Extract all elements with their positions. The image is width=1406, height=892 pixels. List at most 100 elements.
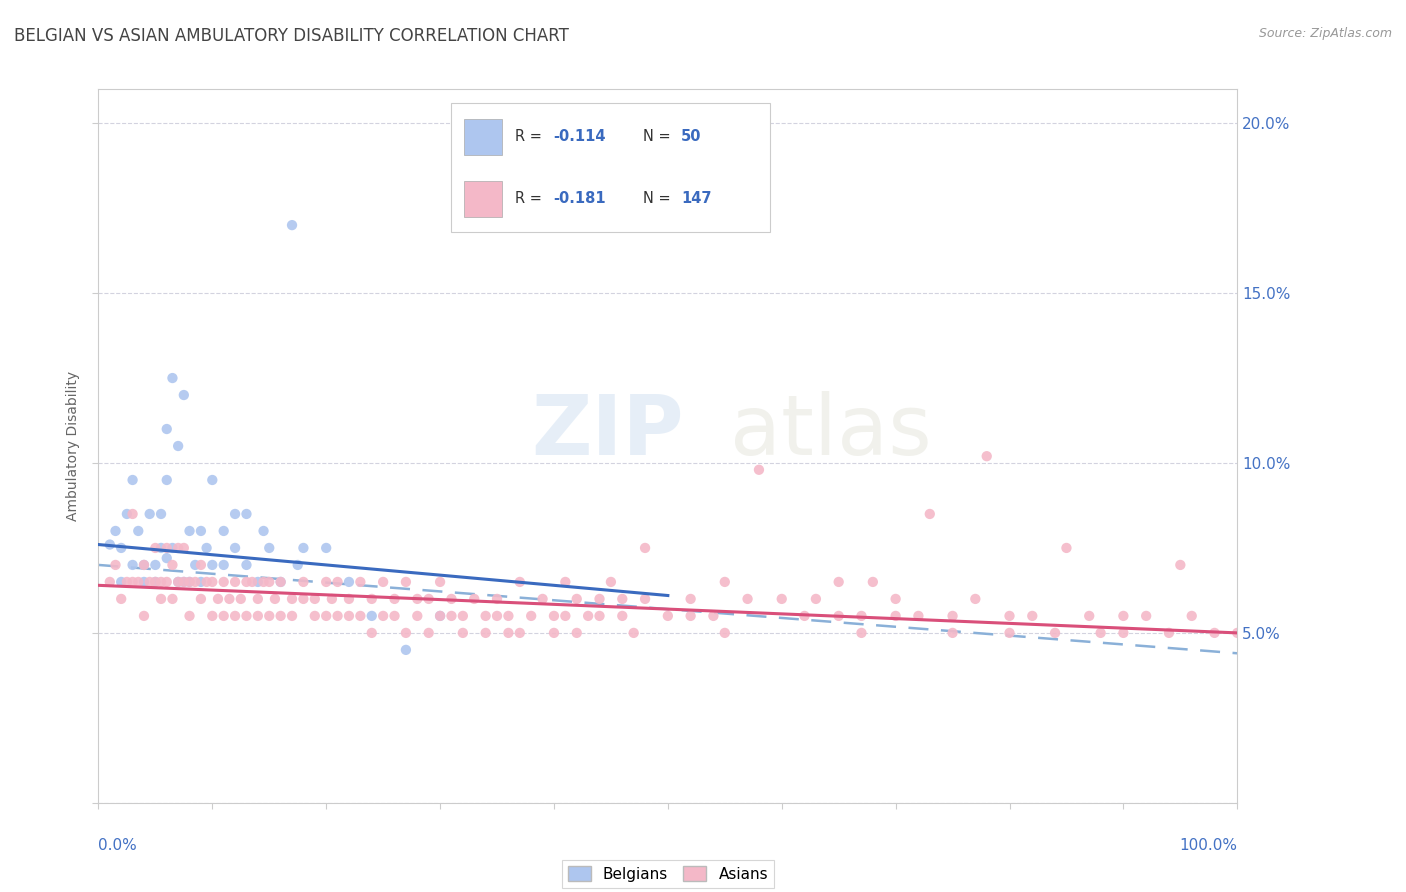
Point [509,574,531,589]
Point [167,574,190,589]
Point [121,473,143,487]
Text: Source: ZipAtlas.com: Source: ZipAtlas.com [1258,27,1392,40]
Point [224,541,246,555]
Point [195,541,218,555]
Point [252,524,274,538]
Point [110,574,132,589]
Point [218,591,240,606]
Point [292,591,315,606]
Point [599,574,621,589]
Point [173,574,195,589]
Point [270,574,292,589]
Point [246,574,269,589]
Point [371,608,394,623]
Point [212,574,235,589]
Text: atlas: atlas [731,392,932,472]
Point [156,541,179,555]
Point [1054,541,1077,555]
Point [145,574,166,589]
Point [565,626,588,640]
Point [104,524,127,538]
Point [429,574,451,589]
Point [1181,608,1204,623]
Point [1168,558,1191,572]
Text: 0.0%: 0.0% [98,838,138,854]
Point [418,626,440,640]
Point [884,608,907,623]
Point [162,371,184,385]
Point [623,626,645,640]
Point [884,591,907,606]
Point [395,626,418,640]
Point [634,591,657,606]
Point [138,507,160,521]
Point [110,541,132,555]
Point [235,507,257,521]
Point [229,591,252,606]
Point [104,558,127,572]
Point [565,591,588,606]
Point [485,591,508,606]
Point [793,608,815,623]
Point [1078,608,1101,623]
Point [156,551,179,566]
Point [201,473,224,487]
Text: ZIP: ZIP [531,392,683,472]
Point [588,608,610,623]
Point [918,507,941,521]
Point [138,574,160,589]
Point [498,608,520,623]
Point [862,574,884,589]
Point [612,591,634,606]
Point [281,218,304,232]
Point [156,422,179,436]
Point [1226,626,1249,640]
Point [179,524,201,538]
Point [150,591,173,606]
Point [252,574,274,589]
Point [121,507,143,521]
Point [190,558,212,572]
Point [384,591,406,606]
Point [281,591,304,606]
Point [406,608,429,623]
Text: BELGIAN VS ASIAN AMBULATORY DISABILITY CORRELATION CHART: BELGIAN VS ASIAN AMBULATORY DISABILITY C… [14,27,569,45]
Point [713,574,737,589]
Point [132,574,155,589]
Point [212,558,235,572]
Point [207,591,229,606]
Point [315,608,337,623]
Point [184,558,207,572]
Point [304,608,326,623]
Point [235,608,257,623]
Point [132,558,155,572]
Point [281,608,304,623]
Point [509,626,531,640]
Point [907,608,929,623]
Point [179,574,201,589]
Point [246,608,269,623]
Point [132,608,155,623]
Point [173,574,195,589]
Point [827,574,849,589]
Point [406,591,429,606]
Point [173,388,195,402]
Point [429,608,451,623]
Y-axis label: Ambulatory Disability: Ambulatory Disability [66,371,80,521]
Point [257,574,280,589]
Point [337,591,360,606]
Point [531,591,554,606]
Point [588,591,610,606]
Point [1043,626,1066,640]
Point [440,591,463,606]
Point [224,608,246,623]
Point [201,558,224,572]
Point [173,541,195,555]
Text: 100.0%: 100.0% [1180,838,1237,854]
Point [257,541,280,555]
Point [184,574,207,589]
Point [162,558,184,572]
Point [156,574,179,589]
Point [554,574,576,589]
Point [240,574,263,589]
